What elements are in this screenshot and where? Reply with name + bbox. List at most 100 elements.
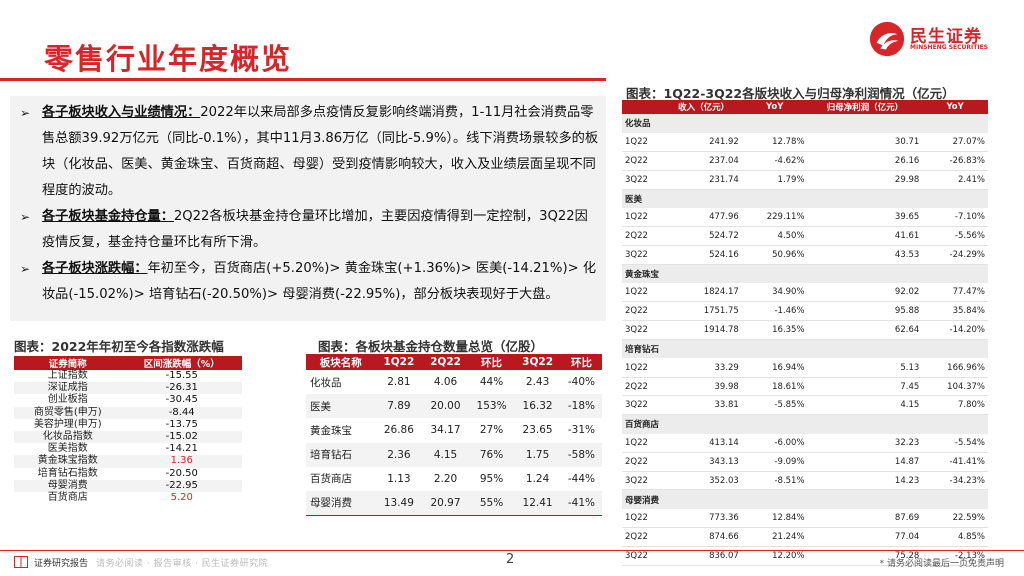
table-cell: 27.07% — [922, 132, 988, 153]
table-cell: 1751.75 — [665, 301, 742, 322]
table-cell: 26.16 — [807, 151, 923, 171]
table-cell: 12.41 — [514, 490, 561, 516]
table-cell: 18.61% — [741, 377, 808, 397]
bullet-heading: 各子板块收入与业绩情况 — [42, 105, 188, 120]
footer-faint-text: 请务必阅读 · 报告审核 · 民生证券研究院 — [96, 559, 269, 569]
table-row: 1Q22 477.96 229.11% 39.65 -7.10% — [622, 207, 988, 228]
table-cell: 773.36 — [665, 508, 742, 529]
table-row: 医美 7.89 20.00 153% 16.32 -18% — [306, 394, 602, 419]
index-name-cell: 美容护理(申万) — [33, 418, 102, 430]
bullet-item: ➢ 各子板块基金持仓量：2Q22各板块基金持仓量环比增加，主要因疫情得到一定控制，… — [20, 204, 600, 256]
index-name-cell: 商贸零售(申万) — [14, 406, 122, 419]
table-cell: 2.81 — [375, 370, 423, 395]
table-row: 化妆品指数 -15.02 — [14, 430, 242, 444]
table-header-cell: 环比 — [560, 354, 602, 370]
index-name-cell: 化妆品指数 — [14, 430, 122, 444]
arrow-bullet-icon: ➢ — [20, 210, 31, 224]
table-cell: 153% — [468, 394, 515, 419]
table-row: 3Q22 33.81 -5.85% 4.15 7.80% — [622, 395, 988, 416]
table-header-cell — [622, 100, 666, 114]
title-underline — [0, 78, 606, 81]
group-row: 化妆品 — [622, 114, 988, 133]
bullet-separator: ： — [160, 209, 174, 224]
table-cell: 2.20 — [422, 466, 469, 491]
table-cell: 231.74 — [665, 170, 742, 190]
table-row: 1Q22 413.14 -6.00% 32.23 -5.54% — [622, 433, 988, 453]
table-cell: 20.00 — [422, 394, 469, 419]
table-cell: 22.59% — [922, 508, 988, 529]
fund-holding-table: 板块名称 1Q22 2Q22 环比 3Q22 环比 化妆品 2.81 4.06 44% 2.43-… — [306, 354, 602, 516]
table-cell: 77.47% — [922, 283, 988, 303]
book-icon — [14, 556, 28, 568]
table-cell: 41.61 — [807, 226, 923, 247]
table-row: 美容护理(申万) -13.75 — [14, 419, 242, 431]
table-cell: -4.62% — [741, 151, 808, 171]
table-cell: 1824.17 — [665, 283, 742, 303]
table-row: 黄金珠宝指数 1.36 — [14, 455, 242, 468]
table-cell: 1Q22 — [622, 358, 666, 378]
company-logo: 民生证券 MINSHENG SECURITIES — [868, 18, 998, 62]
table-cell: 14.87 — [807, 452, 923, 472]
table-row: 3Q22 524.16 50.96% 43.53 -24.29% — [622, 245, 988, 265]
table-cell: 1Q22 — [622, 433, 666, 453]
table-cell: -7.10% — [922, 207, 988, 228]
index-change-cell: 5.20 — [170, 491, 193, 503]
group-row: 百货商店 — [622, 414, 988, 434]
table-cell: 33.81 — [665, 395, 742, 416]
group-name-cell: 百货商店 — [622, 414, 988, 434]
table-cell: 4.85% — [922, 527, 988, 547]
table-cell: -8.51% — [741, 471, 808, 491]
table-cell: -26.83% — [922, 151, 988, 171]
index-change-cell: -8.44 — [121, 406, 242, 419]
table-row: 医美指数 -14.21 — [14, 443, 242, 455]
table-header-cell: YoY — [922, 100, 988, 114]
table-cell: 35.84% — [922, 301, 988, 322]
table-header-cell: 环比 — [468, 354, 515, 370]
table-cell: -58% — [560, 442, 602, 467]
table-cell: -40% — [560, 370, 602, 395]
table-cell: 1Q22 — [622, 508, 666, 529]
table-cell: -1.46% — [741, 301, 808, 322]
table-row: 母婴消费 13.49 20.97 55% 12.41 -41% — [306, 490, 602, 516]
table-cell: 43.53 — [807, 245, 923, 265]
table-row: 3Q22 1914.78 16.35% 62.64 -14.20% — [622, 320, 988, 341]
table-cell: 3Q22 — [622, 546, 666, 566]
table-cell: 50.96% — [741, 245, 808, 265]
index-name-cell: 百货商店 — [47, 491, 88, 503]
table-row: 2Q22 524.72 4.50% 41.61 -5.56% — [622, 226, 988, 247]
index-name-cell: 深证成指 — [14, 382, 122, 395]
index-change-cell: 1.36 — [121, 455, 242, 468]
table-cell: 3Q22 — [622, 245, 666, 265]
table-cell: 2Q22 — [622, 377, 666, 397]
table-cell: 874.66 — [665, 527, 742, 547]
table-cell: 33.29 — [665, 358, 742, 378]
table-cell: 5.13 — [807, 358, 923, 378]
group-row: 医美 — [622, 189, 988, 208]
table-cell: -18% — [560, 394, 602, 419]
table-cell: 39.65 — [807, 207, 923, 228]
table-cell: 34.90% — [741, 283, 808, 303]
table-cell: 39.98 — [665, 377, 742, 397]
table-row: 3Q22 836.07 12.20% 75.28 -2.13% — [622, 546, 988, 566]
table-cell: -24.29% — [922, 245, 988, 265]
table-header-cell: 1Q22 — [375, 354, 423, 370]
table-cell: -9.09% — [741, 452, 808, 472]
table-header-cell: 板块名称 — [306, 354, 376, 370]
table-row: 黄金珠宝 26.86 34.17 27% 23.65 -31% — [306, 418, 602, 443]
table-cell: 352.03 — [665, 471, 742, 491]
table-cell: 77.04 — [807, 527, 923, 547]
summary-bullets: ➢ 各子板块收入与业绩情况：2022年以来局部多点疫情反复影响终端消费，1-11月… — [10, 96, 606, 321]
table-cell: 87.69 — [807, 508, 923, 529]
table-cell: 培育钻石 — [306, 442, 376, 467]
table-cell: 12.20% — [741, 546, 808, 566]
table-cell: 14.23 — [807, 471, 923, 491]
table-cell: 20.97 — [422, 490, 469, 516]
index-name-cell: 母婴消费 — [14, 479, 122, 492]
table-cell: 95% — [468, 466, 515, 491]
table-row: 1Q22 773.36 12.84% 87.69 22.59% — [622, 508, 988, 529]
index-change-cell: -22.95 — [121, 479, 242, 492]
table-cell: 3Q22 — [622, 320, 666, 341]
table-row: 创业板指 -30.45 — [14, 394, 242, 406]
table-row: 母婴消费 -22.95 — [14, 479, 242, 492]
group-name-cell: 化妆品 — [622, 114, 988, 133]
